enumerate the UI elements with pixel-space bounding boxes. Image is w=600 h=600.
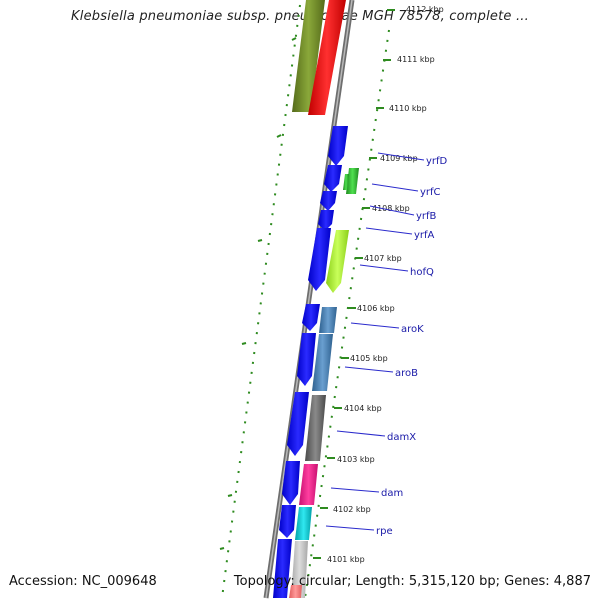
tick-label: 4111 kbp — [397, 55, 435, 64]
gene-label-rpe: rpe — [376, 526, 393, 537]
tick-label: 4104 kbp — [344, 404, 382, 413]
green-block — [346, 168, 359, 194]
green-block-small — [343, 174, 349, 190]
gene-arrow — [297, 333, 316, 386]
category-blocks — [289, 168, 359, 598]
gene-label-yrfC: yrfC — [420, 187, 441, 198]
gene-arrow — [302, 304, 320, 331]
gray-block — [305, 395, 326, 461]
gene-arrow — [279, 505, 296, 538]
gene-arrow — [273, 539, 292, 598]
tick-label: 4106 kbp — [357, 304, 395, 313]
gene-arrow — [324, 165, 342, 192]
gc-skew-track — [219, 4, 390, 599]
pink-block — [299, 464, 318, 505]
red-block — [308, 0, 346, 115]
gene-label-hofQ: hofQ — [410, 267, 434, 278]
backbone — [263, 0, 355, 599]
gene-arrow — [282, 461, 300, 505]
gene-arrow — [287, 392, 309, 456]
gene-label-aroB: aroB — [395, 368, 418, 379]
tick-label: 4109 kbp — [380, 154, 418, 163]
gene-arrow — [318, 210, 334, 231]
tick-label: 4110 kbp — [389, 104, 427, 113]
steel-block-1 — [319, 307, 337, 333]
label-leaders — [325, 152, 425, 531]
gene-label-damX: damX — [387, 432, 416, 443]
tick-label: 4105 kbp — [350, 354, 388, 363]
salmon-block — [289, 585, 302, 598]
gene-arrow — [328, 126, 348, 166]
gene-arrow — [308, 228, 331, 291]
tick-label: 4108 kbp — [372, 204, 410, 213]
tick-label: 4101 kbp — [327, 555, 365, 564]
tick-label: 4102 kbp — [333, 505, 371, 514]
tick-label: 4107 kbp — [364, 254, 402, 263]
gene-labels: yrfD yrfC yrfB yrfA hofQ aroK aroB damX … — [376, 156, 448, 537]
gene-label-yrfD: yrfD — [426, 156, 448, 167]
map-title: Klebsiella pneumoniae subsp. pneumoniae … — [71, 9, 529, 24]
lime-block — [326, 230, 349, 293]
gene-label-yrfB: yrfB — [416, 211, 437, 222]
gene-label-yrfA: yrfA — [414, 230, 435, 241]
accession-label: Accession: NC_009648 — [9, 574, 157, 589]
genome-summary: Topology: circular; Length: 5,315,120 bp… — [233, 574, 591, 589]
kbp-ticks — [313, 9, 395, 559]
gene-label-aroK: aroK — [401, 324, 424, 335]
silver-block — [291, 541, 308, 598]
gene-strand — [273, 126, 348, 598]
gene-label-dam: dam — [381, 488, 403, 499]
tick-label: 4112 kbp — [406, 5, 444, 14]
olive-block — [292, 0, 325, 112]
tick-labels: 4112 kbp 4111 kbp 4110 kbp 4109 kbp 4108… — [327, 5, 444, 564]
steel-block-2 — [312, 334, 333, 391]
tick-label: 4103 kbp — [337, 455, 375, 464]
gene-arrow — [320, 191, 337, 211]
top-category-blocks — [292, 0, 346, 115]
cyan-block — [295, 507, 312, 540]
